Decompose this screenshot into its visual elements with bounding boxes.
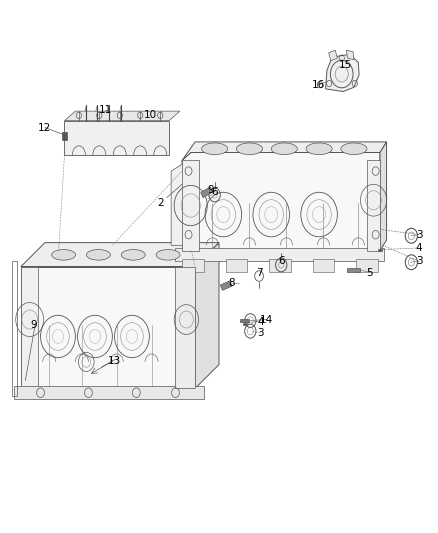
Text: 4: 4 [257,317,264,327]
FancyBboxPatch shape [243,323,247,325]
Text: 8: 8 [229,278,235,288]
FancyBboxPatch shape [346,268,360,272]
Polygon shape [356,259,378,272]
Polygon shape [21,266,39,389]
Polygon shape [346,50,354,60]
Polygon shape [328,50,337,61]
Text: 10: 10 [144,110,157,120]
Text: 3: 3 [416,230,423,240]
Ellipse shape [86,249,110,260]
Ellipse shape [237,143,262,155]
Polygon shape [325,54,359,92]
Polygon shape [182,142,387,160]
Ellipse shape [156,249,180,260]
Text: 16: 16 [311,79,325,90]
Polygon shape [182,160,199,251]
Text: 3: 3 [257,328,264,338]
Polygon shape [176,248,385,261]
Ellipse shape [341,143,367,155]
Polygon shape [171,163,184,245]
Polygon shape [313,259,334,272]
Text: 14: 14 [260,314,273,325]
Polygon shape [367,160,380,251]
Text: 4: 4 [416,243,423,253]
Polygon shape [380,142,387,251]
Polygon shape [201,187,212,198]
Ellipse shape [271,143,297,155]
FancyBboxPatch shape [240,319,250,321]
Polygon shape [64,120,169,155]
Text: 7: 7 [256,268,262,278]
Text: 9: 9 [31,320,37,330]
FancyBboxPatch shape [62,132,67,140]
Text: 15: 15 [339,60,352,70]
Polygon shape [195,243,219,389]
Ellipse shape [52,249,76,260]
Polygon shape [21,243,219,266]
Text: 6: 6 [212,187,218,197]
Polygon shape [220,281,232,290]
FancyBboxPatch shape [378,249,382,251]
Text: 11: 11 [99,105,113,115]
Polygon shape [269,259,291,272]
Text: 2: 2 [157,198,163,208]
Ellipse shape [201,143,228,155]
Text: 13: 13 [108,356,121,366]
Polygon shape [226,259,247,272]
Text: 12: 12 [38,123,52,133]
Text: 5: 5 [366,268,372,278]
Polygon shape [64,111,180,120]
Ellipse shape [306,143,332,155]
Text: 9: 9 [207,184,214,195]
Text: 3: 3 [416,256,423,266]
Polygon shape [14,386,204,399]
Polygon shape [176,266,195,389]
Polygon shape [182,152,380,251]
Ellipse shape [121,249,145,260]
Polygon shape [21,266,195,389]
Polygon shape [182,259,204,272]
Text: 6: 6 [278,256,285,266]
